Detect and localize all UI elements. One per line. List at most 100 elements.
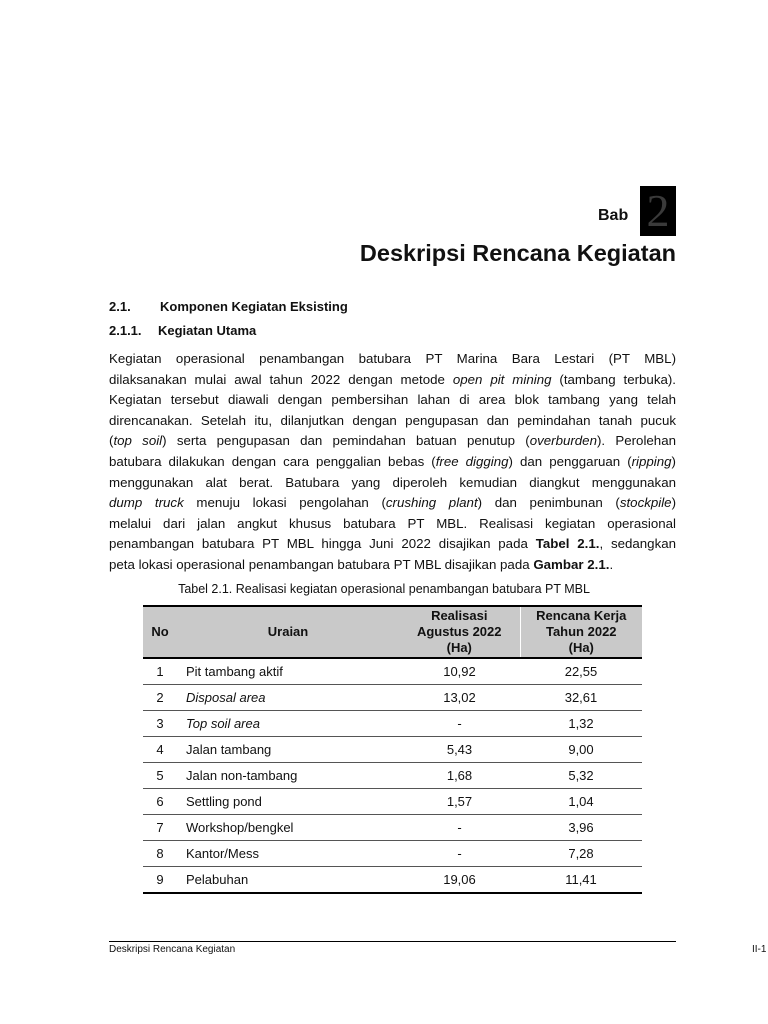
cell-rencana: 1,32 — [520, 710, 642, 737]
section-heading: 2.1. Komponen Kegiatan Eksisting — [109, 299, 348, 314]
subsection-title: Kegiatan Utama — [158, 323, 257, 338]
paragraph-line: menggunakan alat berat. Batubara yang di… — [109, 473, 676, 494]
section-title: Komponen Kegiatan Eksisting — [160, 299, 348, 314]
data-table: No Uraian Realisasi Agustus 2022 (Ha) Re… — [143, 605, 642, 894]
paragraph-line: (top soil) serta pengupasan dan pemindah… — [109, 431, 676, 452]
text-run: . — [609, 556, 614, 572]
paragraph-line: Kegiatan tersebut diawali dengan pembers… — [109, 390, 676, 411]
text-run: direncanakan. Setelah itu, dilanjutkan d… — [109, 412, 676, 428]
table-row: 5 Jalan non-tambang 1,68 5,32 — [143, 762, 642, 789]
table-row: 6 Settling pond 1,57 1,04 — [143, 788, 642, 815]
cell-realisasi: 1,57 — [399, 788, 520, 815]
header-no: No — [143, 605, 177, 659]
paragraph-line: penambangan batubara PT MBL hingga Juni … — [109, 534, 676, 555]
table-row: 3 Top soil area -1,32 — [143, 710, 642, 737]
cell-uraian: Jalan tambang — [177, 736, 399, 763]
header-rencana: Rencana Kerja Tahun 2022 (Ha) — [519, 605, 642, 659]
page-number: II-1 — [752, 944, 767, 955]
chapter-label: Bab — [598, 207, 629, 224]
subsection-heading: 2.1.1. Kegiatan Utama — [109, 323, 256, 338]
italic-term: top soil — [113, 433, 163, 449]
text-run: ) dan penggaruan ( — [508, 453, 632, 469]
table-row: 4 Jalan tambang 5,43 9,00 — [143, 736, 642, 763]
cell-no: 7 — [143, 814, 177, 841]
cell-rencana: 7,28 — [520, 840, 642, 867]
text-run: (tambang terbuka). — [551, 371, 676, 387]
table-row: 9 Pelabuhan 19,06 11,41 — [143, 866, 642, 894]
text-run: penambangan batubara PT MBL hingga Juni … — [109, 536, 536, 552]
text-run: ) serta pengupasan dan pemindahan batuan… — [162, 433, 530, 449]
cell-uraian: Kantor/Mess — [177, 840, 399, 867]
table-row: 7 Workshop/bengkel -3,96 — [143, 814, 642, 841]
cell-realisasi: - — [399, 840, 520, 867]
text-run: batubara dilakukan dengan cara penggalia… — [109, 453, 436, 469]
table-row: 2 Disposal area 13,02 32,61 — [143, 684, 642, 711]
cell-uraian: Settling pond — [177, 788, 399, 815]
cell-rencana: 22,55 — [520, 658, 642, 685]
cell-uraian: Workshop/bengkel — [177, 814, 399, 841]
cell-no: 8 — [143, 840, 177, 867]
cell-no: 4 — [143, 736, 177, 763]
text-run: ( — [109, 433, 114, 449]
paragraph-line: dilaksanakan mulai awal tahun 2022 denga… — [109, 370, 676, 391]
cell-no: 1 — [143, 658, 177, 685]
text-run: melalui dari jalan angkut khusus batubar… — [109, 515, 676, 531]
page-title: Deskripsi Rencana Kegiatan — [359, 240, 676, 266]
cell-realisasi: - — [399, 814, 520, 841]
text-run: menuju lokasi pengolahan ( — [183, 495, 386, 511]
cell-no: 9 — [143, 866, 177, 894]
cell-realisasi: 19,06 — [399, 866, 520, 894]
text-run: ) — [671, 495, 676, 511]
section-number: 2.1. — [109, 299, 131, 314]
footer-title: Deskripsi Rencana Kegiatan — [109, 944, 236, 955]
paragraph-line: Kegiatan operasional penambangan batubar… — [109, 349, 676, 370]
header-realisasi: Realisasi Agustus 2022 (Ha) — [399, 605, 520, 659]
bold-reference: Tabel 2.1. — [535, 536, 600, 552]
cell-rencana: 1,04 — [520, 788, 642, 815]
table-row: 8 Kantor/Mess -7,28 — [143, 840, 642, 867]
chapter-number: 2 — [640, 186, 676, 236]
text-run: menggunakan alat berat. Batubara yang di… — [109, 474, 676, 490]
paragraph-line: dump truck menuju lokasi pengolahan (cru… — [109, 493, 676, 514]
paragraph-line: direncanakan. Setelah itu, dilanjutkan d… — [109, 411, 676, 432]
cell-uraian: Disposal area — [177, 684, 399, 711]
text-run: , sedangkan — [599, 536, 677, 552]
cell-rencana: 3,96 — [520, 814, 642, 841]
text-run: ). Perolehan — [596, 433, 676, 449]
italic-term: free digging — [435, 453, 509, 469]
cell-realisasi: 1,68 — [399, 762, 520, 789]
paragraph-line: batubara dilakukan dengan cara penggalia… — [109, 452, 676, 473]
cell-realisasi: - — [399, 710, 520, 737]
italic-term: crushing plant — [385, 495, 478, 511]
body-paragraph: Kegiatan operasional penambangan batubar… — [109, 349, 676, 576]
cell-realisasi: 5,43 — [399, 736, 520, 763]
italic-term: stockpile — [619, 495, 672, 511]
text-run: ) — [671, 453, 676, 469]
italic-term: overburden — [529, 433, 597, 449]
text-run: peta lokasi operasional penambangan batu… — [109, 556, 534, 572]
paragraph-line: melalui dari jalan angkut khusus batubar… — [109, 514, 676, 535]
paragraph-line: peta lokasi operasional penambangan batu… — [109, 555, 676, 576]
cell-uraian: Top soil area — [177, 710, 399, 737]
table-row: 1 Pit tambang aktif 10,92 22,55 — [143, 658, 642, 685]
bold-reference: Gambar 2.1. — [533, 556, 610, 572]
italic-term: dump truck — [109, 495, 184, 511]
cell-rencana: 32,61 — [520, 684, 642, 711]
text-run: ) dan penimbunan ( — [477, 495, 620, 511]
subsection-number: 2.1.1. — [109, 323, 142, 338]
table-caption: Tabel 2.1. Realisasi kegiatan operasiona… — [178, 582, 590, 596]
cell-uraian: Pelabuhan — [177, 866, 399, 894]
cell-no: 3 — [143, 710, 177, 737]
cell-no: 6 — [143, 788, 177, 815]
italic-term: open pit mining — [452, 371, 552, 387]
cell-rencana: 11,41 — [520, 866, 642, 894]
cell-no: 5 — [143, 762, 177, 789]
text-run: Kegiatan tersebut diawali dengan pembers… — [109, 392, 676, 408]
cell-uraian: Jalan non-tambang — [177, 762, 399, 789]
text-run: Kegiatan operasional penambangan batubar… — [109, 351, 676, 366]
cell-rencana: 9,00 — [520, 736, 642, 763]
cell-no: 2 — [143, 684, 177, 711]
cell-realisasi: 10,92 — [399, 658, 520, 685]
header-uraian: Uraian — [177, 605, 399, 659]
text-run: dilaksanakan mulai awal tahun 2022 denga… — [109, 371, 453, 387]
